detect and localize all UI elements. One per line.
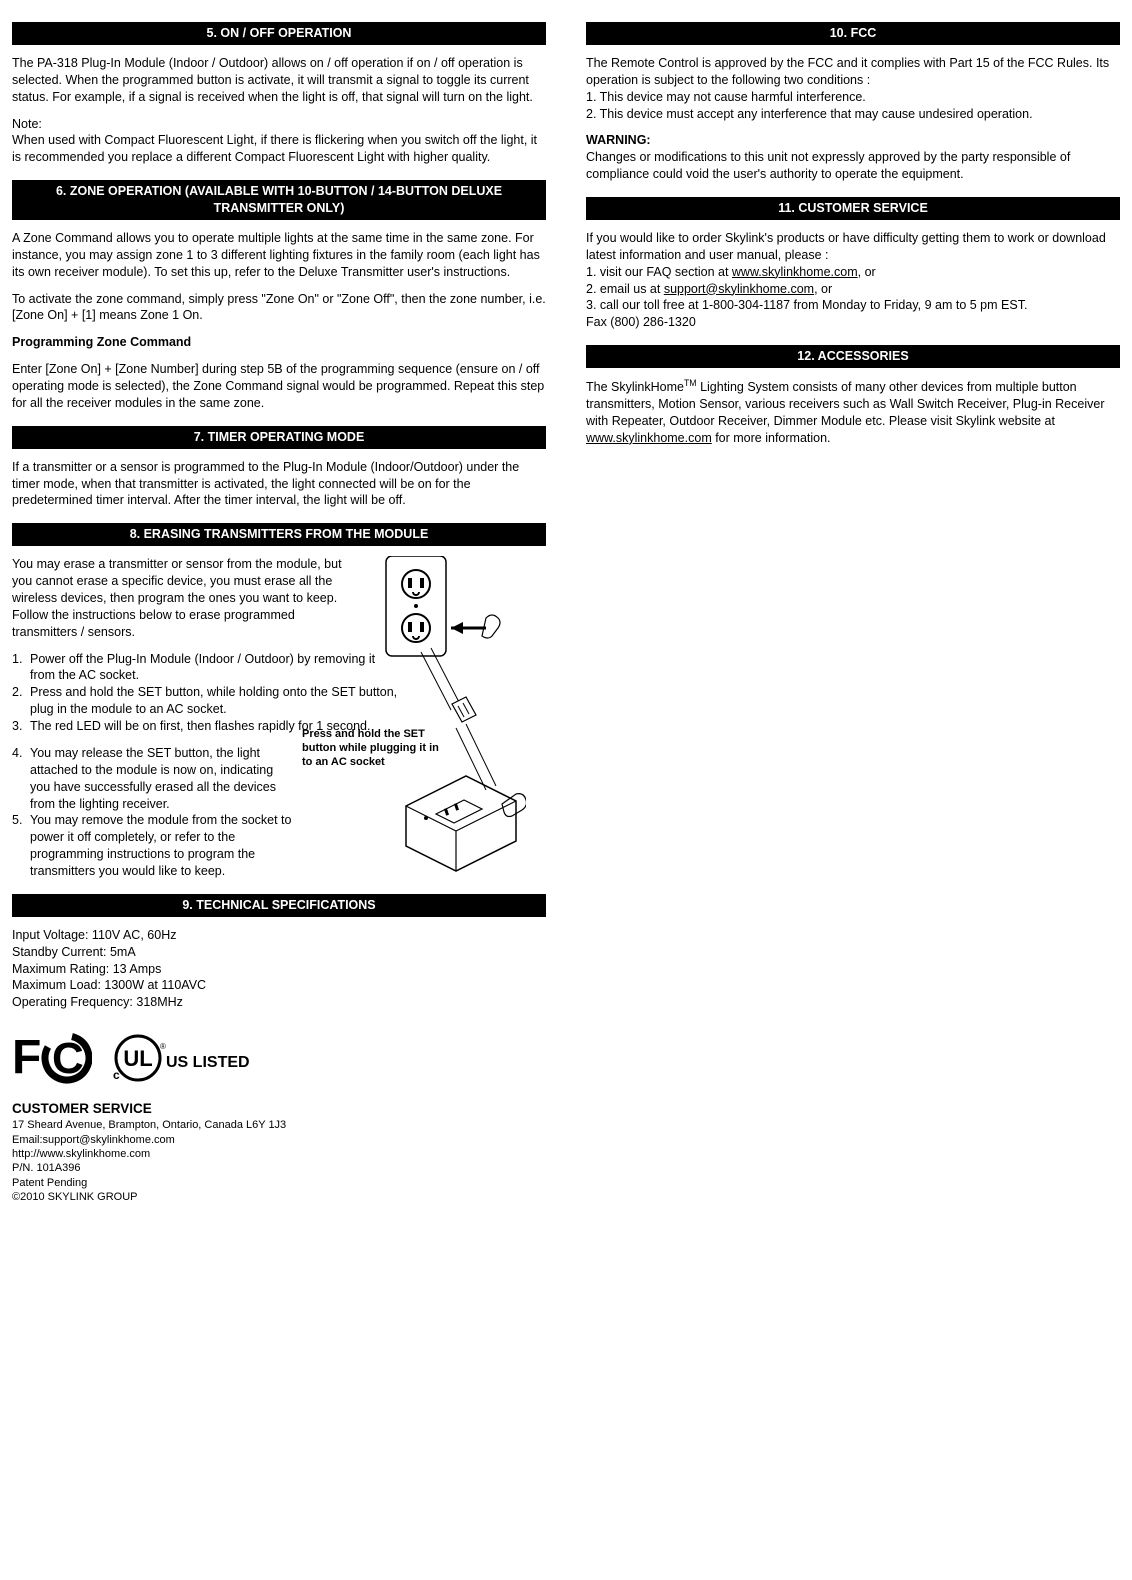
- fcc-logo-icon: F C: [12, 1031, 92, 1086]
- s8-figure-caption: Press and hold the SET button while plug…: [302, 728, 452, 769]
- spec-3: Maximum Rating: 13 Amps: [12, 961, 546, 978]
- s8-step-4: 4.You may release the SET button, the li…: [12, 745, 292, 813]
- s6-p3: Enter [Zone On] + [Zone Number] during s…: [12, 361, 546, 412]
- s10-li1: 1. This device may not cause harmful int…: [586, 89, 1120, 106]
- logo-row: F C UL c ® US LISTED: [12, 1031, 546, 1086]
- cs-addr: 17 Sheard Avenue, Brampton, Ontario, Can…: [12, 1118, 546, 1132]
- cs-pn: P/N. 101A396: [12, 1161, 546, 1175]
- cs-email: Email:support@skylinkhome.com: [12, 1133, 546, 1147]
- spec-2: Standby Current: 5mA: [12, 944, 546, 961]
- header-5: 5. ON / OFF OPERATION: [12, 22, 546, 45]
- s11-li3: 3. call our toll free at 1-800-304-1187 …: [586, 297, 1120, 314]
- spec-5: Operating Frequency: 318MHz: [12, 994, 546, 1011]
- header-6: 6. ZONE OPERATION (AVAILABLE WITH 10-BUT…: [12, 180, 546, 220]
- s11-fax: Fax (800) 286-1320: [586, 314, 1120, 331]
- s6-p2: To activate the zone command, simply pre…: [12, 291, 546, 325]
- svg-text:F: F: [12, 1031, 41, 1084]
- s11-li1: 1. visit our FAQ section at www.skylinkh…: [586, 264, 1120, 281]
- link-faq[interactable]: www.skylinkhome.com: [732, 265, 858, 279]
- customer-service-block: CUSTOMER SERVICE 17 Sheard Avenue, Bramp…: [12, 1100, 546, 1204]
- header-11: 11. CUSTOMER SERVICE: [586, 197, 1120, 220]
- header-8: 8. ERASING TRANSMITTERS FROM THE MODULE: [12, 523, 546, 546]
- s10-warning-label: WARNING:: [586, 132, 1120, 149]
- spec-1: Input Voltage: 110V AC, 60Hz: [12, 927, 546, 944]
- cs-web: http://www.skylinkhome.com: [12, 1147, 546, 1161]
- s5-note-label: Note:: [12, 116, 546, 133]
- s8-steps-cont: 4.You may release the SET button, the li…: [12, 745, 292, 880]
- s12-p1: The SkylinkHomeTM Lighting System consis…: [586, 378, 1120, 447]
- header-7: 7. TIMER OPERATING MODE: [12, 426, 546, 449]
- s5-note-body: When used with Compact Fluorescent Light…: [12, 132, 546, 166]
- header-12: 12. ACCESSORIES: [586, 345, 1120, 368]
- svg-text:UL: UL: [123, 1046, 152, 1071]
- trademark-icon: TM: [684, 378, 697, 388]
- s8-step-2: 2.Press and hold the SET button, while h…: [12, 684, 402, 718]
- header-10: 10. FCC: [586, 22, 1120, 45]
- s7-p1: If a transmitter or a sensor is programm…: [12, 459, 546, 510]
- s8-steps: 1.Power off the Plug-In Module (Indoor /…: [12, 651, 402, 735]
- cs-copyright: ©2010 SKYLINK GROUP: [12, 1190, 546, 1204]
- cs-header: CUSTOMER SERVICE: [12, 1100, 546, 1118]
- s8-intro: You may erase a transmitter or sensor fr…: [12, 556, 342, 640]
- s8-figure-wrap: You may erase a transmitter or sensor fr…: [12, 556, 546, 880]
- s10-li2: 2. This device must accept any interfere…: [586, 106, 1120, 123]
- spec-4: Maximum Load: 1300W at 110AVC: [12, 977, 546, 994]
- s10-warning-body: Changes or modifications to this unit no…: [586, 149, 1120, 183]
- left-column: 5. ON / OFF OPERATION The PA-318 Plug-In…: [12, 8, 546, 1204]
- header-9: 9. TECHNICAL SPECIFICATIONS: [12, 894, 546, 917]
- s11-p1: If you would like to order Skylink's pro…: [586, 230, 1120, 264]
- socket-module-illustration: [366, 556, 526, 876]
- ul-listed-text: US LISTED: [166, 1054, 250, 1071]
- svg-text:®: ®: [160, 1042, 166, 1051]
- s5-p1: The PA-318 Plug-In Module (Indoor / Outd…: [12, 55, 546, 106]
- s6-p1: A Zone Command allows you to operate mul…: [12, 230, 546, 281]
- link-support-email[interactable]: support@skylinkhome.com: [664, 282, 814, 296]
- s6-subhead: Programming Zone Command: [12, 334, 546, 351]
- page-root: 5. ON / OFF OPERATION The PA-318 Plug-In…: [12, 8, 1120, 1204]
- s11-li2: 2. email us at support@skylinkhome.com, …: [586, 281, 1120, 298]
- svg-text:c: c: [113, 1068, 120, 1082]
- s10-p1: The Remote Control is approved by the FC…: [586, 55, 1120, 89]
- link-skylink-site[interactable]: www.skylinkhome.com: [586, 431, 712, 445]
- ul-listed-logo-icon: UL c ® US LISTED: [108, 1031, 258, 1086]
- svg-text:C: C: [52, 1034, 84, 1083]
- s8-step-5: 5.You may remove the module from the soc…: [12, 812, 292, 880]
- s8-step-1: 1.Power off the Plug-In Module (Indoor /…: [12, 651, 402, 685]
- cs-patent: Patent Pending: [12, 1176, 546, 1190]
- right-column: 10. FCC The Remote Control is approved b…: [586, 8, 1120, 1204]
